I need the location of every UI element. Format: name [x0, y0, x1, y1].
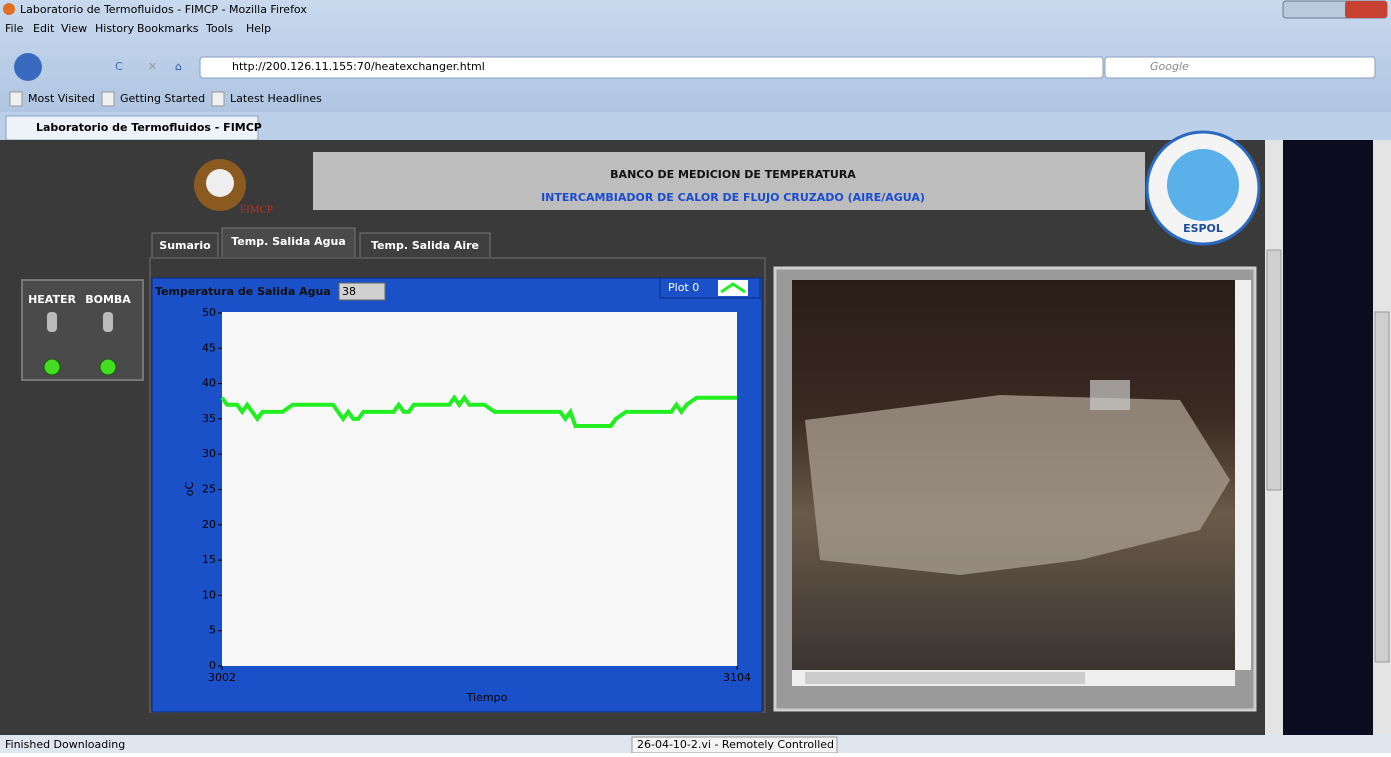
- y-tick-label: 35: [202, 412, 216, 425]
- legend-label: Plot 0: [668, 281, 699, 294]
- bookmark[interactable]: Most Visited: [28, 92, 95, 105]
- y-tick-label: 45: [202, 341, 216, 354]
- search-placeholder: Google: [1150, 60, 1189, 73]
- menu-item[interactable]: View: [61, 22, 87, 35]
- camera-scene: [1090, 380, 1130, 410]
- url: http://200.126.11.155:70/heatexchanger.h…: [232, 60, 485, 73]
- panel-tab-label: Temp. Salida Aire: [371, 239, 479, 252]
- y-axis-label: oC: [183, 481, 196, 496]
- y-tick-label: 40: [202, 377, 216, 390]
- indicator-label: Temperatura de Salida Agua: [155, 285, 331, 298]
- bookmarks-bar: Most Visited Getting Started Latest Headli…: [10, 92, 322, 106]
- x-tick-label: 3104: [723, 671, 751, 684]
- scroll-thumb[interactable]: [1375, 312, 1389, 662]
- camera-vscroll[interactable]: [1235, 280, 1251, 670]
- y-tick-label: 50: [202, 306, 216, 319]
- reload-button[interactable]: C: [115, 60, 123, 73]
- close-button[interactable]: [1345, 1, 1387, 18]
- switch[interactable]: [103, 312, 113, 332]
- status-left: Finished Downloading: [5, 738, 125, 751]
- switch-label: BOMBA: [85, 293, 131, 306]
- led: [100, 359, 116, 375]
- switch-label: HEATER: [28, 293, 76, 306]
- menu-item[interactable]: Tools: [205, 22, 233, 35]
- window-title: Laboratorio de Termofluidos - FIMCP - Mo…: [20, 3, 307, 16]
- x-tick-label: 3002: [208, 671, 236, 684]
- menu-item[interactable]: History: [95, 22, 135, 35]
- back-button[interactable]: [14, 53, 42, 81]
- bookmark-icon: [212, 92, 224, 106]
- logo-text: FIMCP: [240, 204, 273, 216]
- menu-item[interactable]: Bookmarks: [137, 22, 199, 35]
- panel-tab-label: Temp. Salida Agua: [231, 235, 346, 248]
- home-button[interactable]: ⌂: [175, 60, 182, 73]
- y-tick-label: 30: [202, 447, 216, 460]
- firefox-icon: [3, 3, 15, 15]
- panel-subtitle: INTERCAMBIADOR DE CALOR DE FLUJO CRUZADO…: [541, 191, 925, 204]
- logo: [206, 169, 234, 197]
- bookmark[interactable]: Getting Started: [120, 92, 205, 105]
- scroll-thumb[interactable]: [1267, 250, 1281, 490]
- scroll-thumb[interactable]: [805, 672, 1085, 684]
- tab-title: Laboratorio de Termofluidos - FIMCP: [36, 121, 262, 134]
- menu-item[interactable]: Help: [246, 22, 271, 35]
- seal: [1167, 149, 1239, 221]
- menu-item[interactable]: Edit: [33, 22, 55, 35]
- bookmark-icon: [10, 92, 22, 106]
- seal-text: ESPOL: [1183, 222, 1223, 235]
- page: Laboratorio de Termofluidos - FIMCP - Mo…: [0, 0, 1391, 753]
- bookmark[interactable]: Latest Headlines: [230, 92, 322, 105]
- switch[interactable]: [47, 312, 57, 332]
- panel-tabs: Sumario Temp. Salida Agua Temp. Salida Air…: [152, 228, 490, 258]
- search-bar[interactable]: [1105, 57, 1375, 78]
- y-tick-label: 20: [202, 518, 216, 531]
- panel-title: BANCO DE MEDICION DE TEMPERATURA: [610, 168, 856, 181]
- menu-item[interactable]: File: [5, 22, 24, 35]
- x-axis-label: Tiempo: [466, 691, 508, 704]
- stop-button[interactable]: ✕: [148, 60, 157, 73]
- indicator-value: 38: [342, 285, 356, 298]
- y-tick-label: 5: [209, 624, 216, 637]
- panel-tab-label: Sumario: [159, 239, 211, 252]
- plot-area: [222, 312, 737, 666]
- browser-window: Laboratorio de Termofluidos - FIMCP - Mo…: [0, 0, 1391, 753]
- bookmark-icon: [102, 92, 114, 106]
- y-tick-label: 25: [202, 483, 216, 496]
- status-center: 26-04-10-2.vi - Remotely Controlled: [637, 738, 834, 751]
- led: [44, 359, 60, 375]
- y-tick-label: 10: [202, 588, 216, 601]
- y-tick-label: 15: [202, 553, 216, 566]
- dark-margin: [1283, 140, 1373, 735]
